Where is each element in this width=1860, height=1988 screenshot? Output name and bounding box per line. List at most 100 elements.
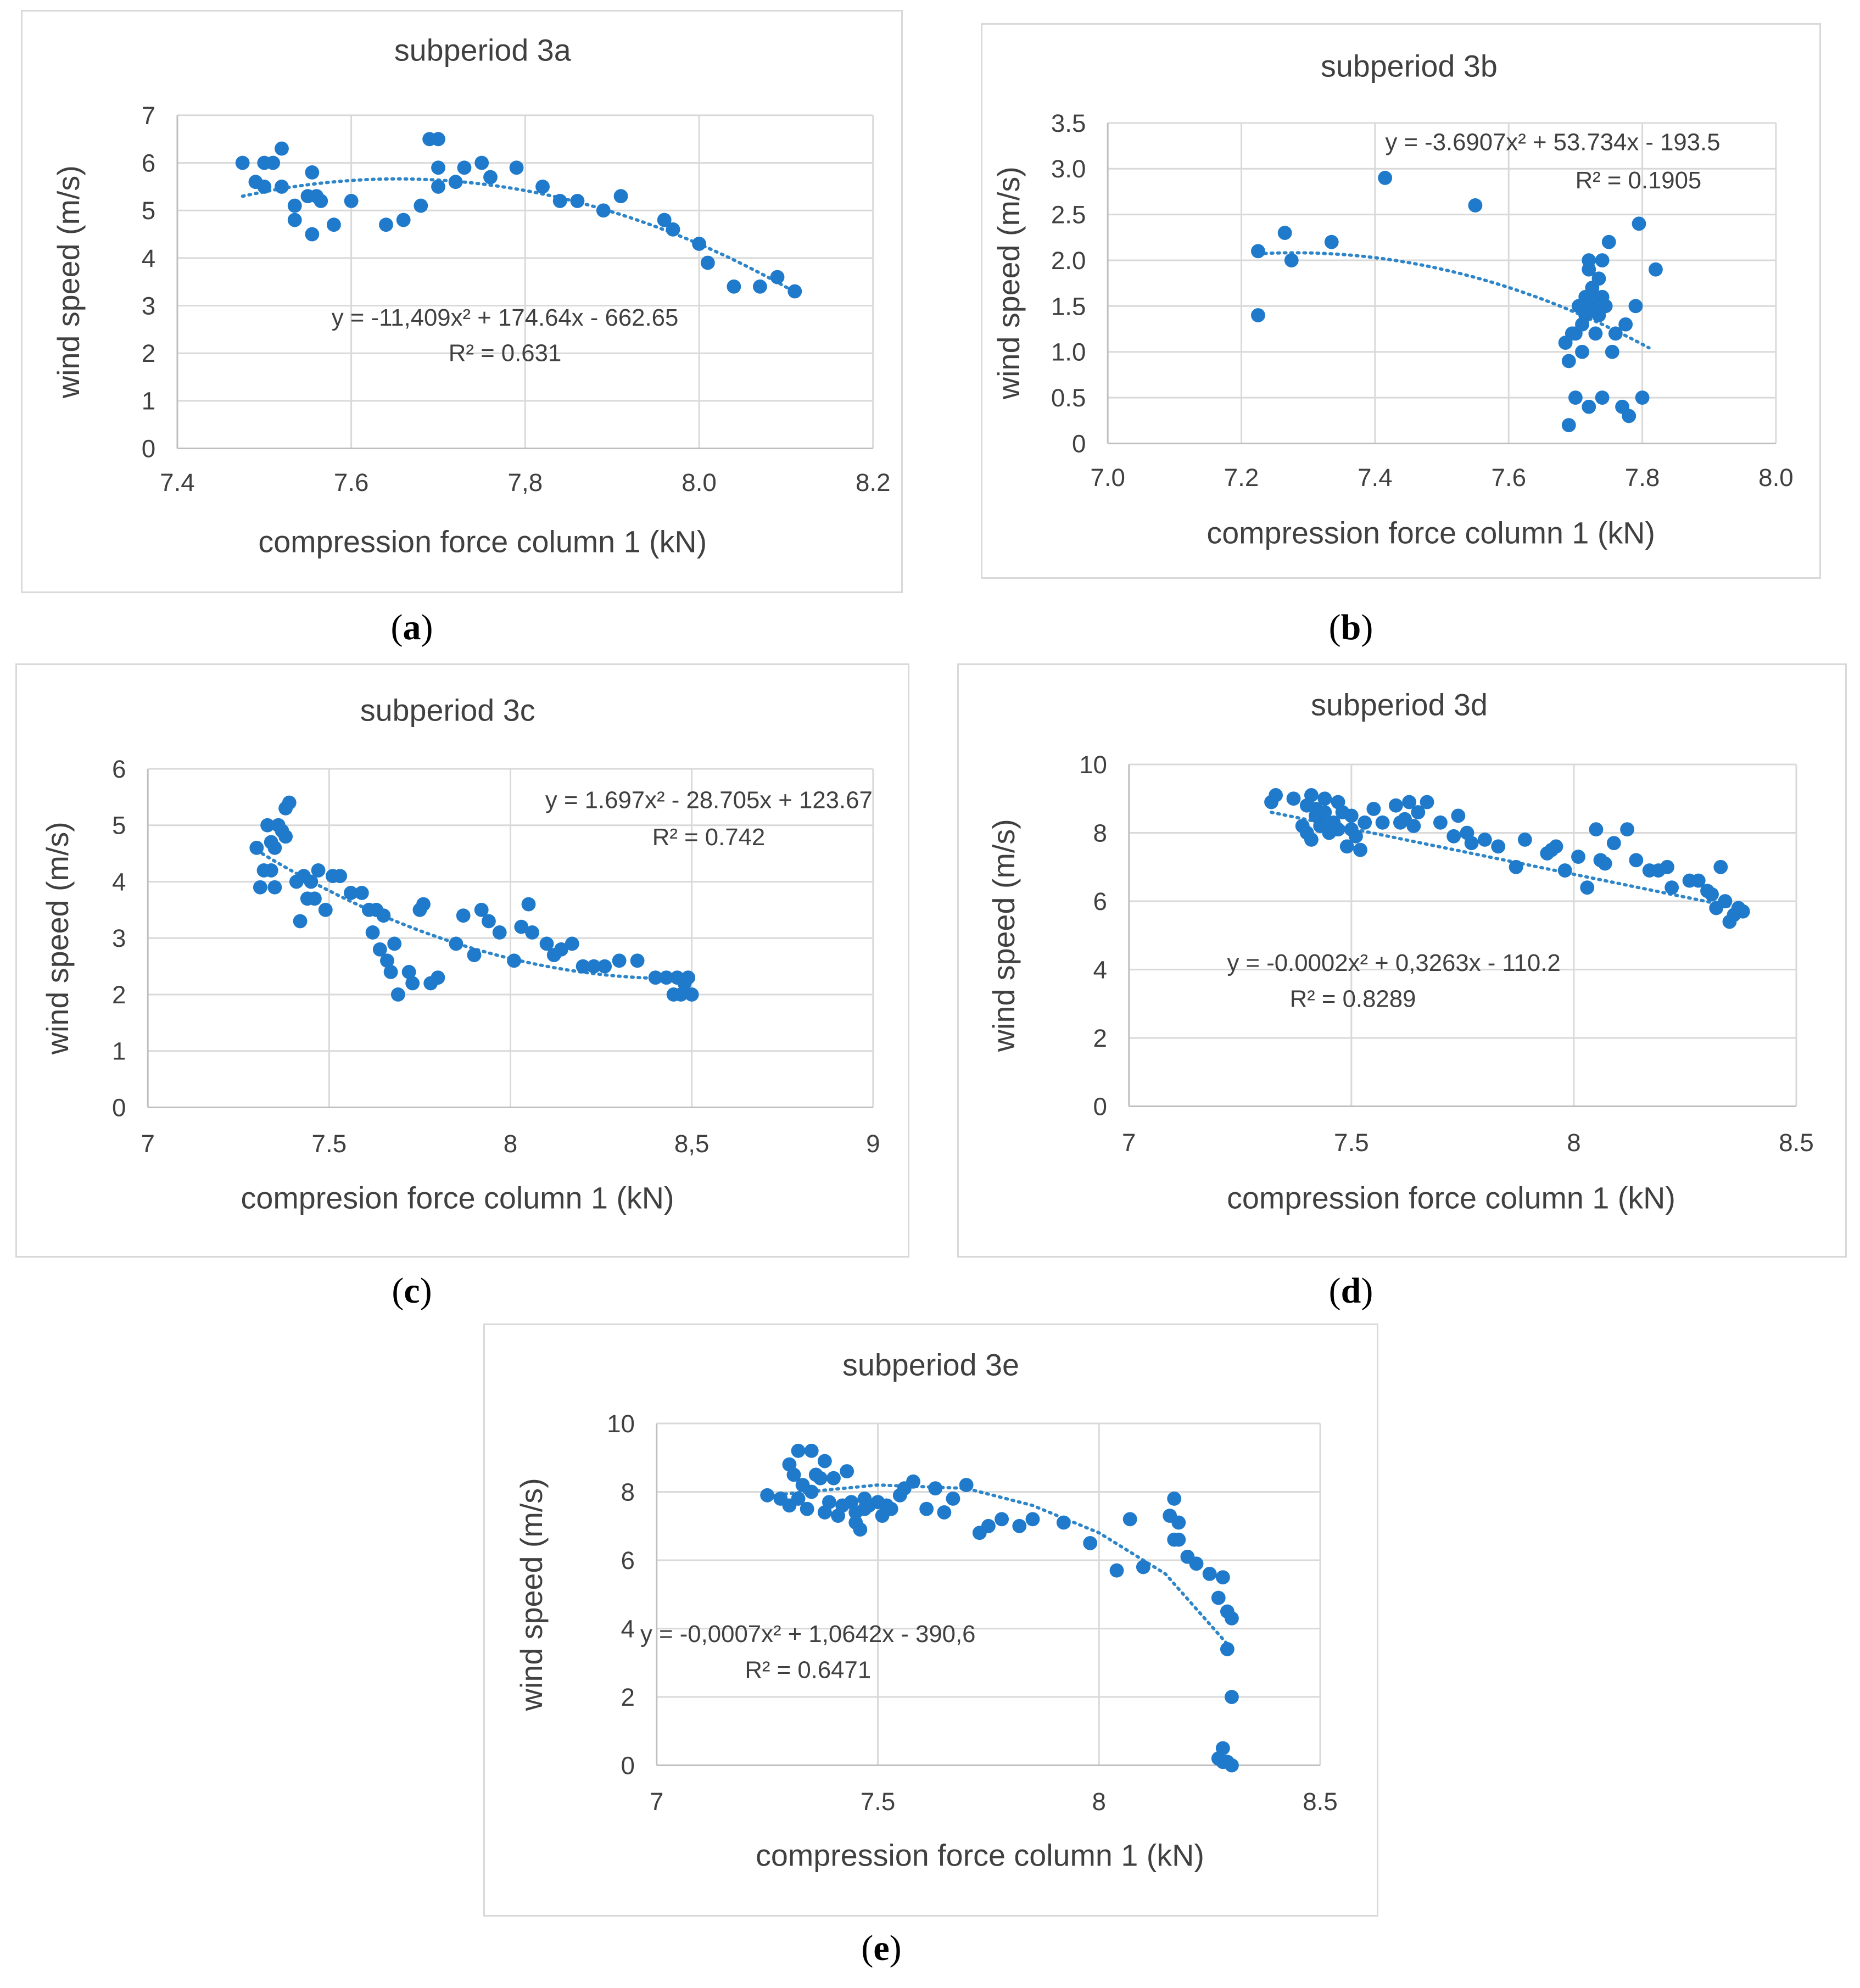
data-point bbox=[597, 959, 612, 974]
data-point bbox=[1083, 1535, 1098, 1550]
data-point bbox=[840, 1464, 854, 1479]
data-point bbox=[727, 279, 741, 294]
y-tick-label: 3.0 bbox=[1051, 155, 1086, 183]
data-point bbox=[1575, 344, 1589, 359]
data-point bbox=[587, 959, 601, 974]
data-point bbox=[1025, 1512, 1040, 1527]
x-tick-label: 8.2 bbox=[856, 468, 891, 496]
y-tick-label: 8 bbox=[621, 1478, 635, 1506]
data-point bbox=[791, 1492, 806, 1506]
data-point bbox=[1618, 317, 1633, 332]
trendline-equation: y = -0.0002x² + 0,3263x - 110.2 bbox=[1227, 950, 1560, 976]
data-point bbox=[1225, 1611, 1239, 1626]
data-point bbox=[659, 970, 674, 985]
data-point bbox=[1433, 815, 1448, 830]
data-point bbox=[1598, 856, 1612, 871]
data-point bbox=[752, 279, 767, 294]
caption-b: (b) bbox=[1328, 607, 1373, 647]
y-tick-label: 6 bbox=[1093, 887, 1107, 915]
data-point bbox=[1277, 226, 1292, 240]
x-tick-label: 7.4 bbox=[160, 468, 195, 496]
data-point bbox=[906, 1474, 920, 1489]
x-tick-label: 8 bbox=[1567, 1129, 1580, 1157]
data-point bbox=[1211, 1590, 1226, 1605]
y-tick-label: 2.5 bbox=[1051, 201, 1086, 229]
data-point bbox=[1225, 1758, 1239, 1773]
x-axis-label: compression force column 1 (kN) bbox=[756, 1839, 1204, 1873]
y-tick-label: 4 bbox=[112, 868, 126, 896]
data-point bbox=[1284, 253, 1299, 267]
trendline bbox=[770, 1483, 1233, 1651]
data-point bbox=[474, 902, 489, 917]
data-point bbox=[1304, 788, 1319, 802]
y-tick-label: 1 bbox=[112, 1037, 126, 1065]
data-point bbox=[1629, 853, 1644, 868]
data-point bbox=[287, 213, 302, 227]
data-point bbox=[287, 198, 302, 213]
data-point bbox=[1468, 198, 1483, 213]
data-point bbox=[1375, 815, 1390, 830]
data-point bbox=[630, 953, 645, 968]
data-point bbox=[431, 160, 445, 175]
y-tick-label: 4 bbox=[621, 1615, 635, 1643]
data-point bbox=[509, 160, 524, 175]
data-point bbox=[266, 155, 281, 170]
data-point bbox=[804, 1484, 819, 1499]
data-point bbox=[1225, 1690, 1239, 1704]
data-point bbox=[507, 953, 522, 968]
data-point bbox=[344, 194, 359, 208]
y-tick-label: 4 bbox=[1093, 956, 1107, 984]
chart-panel-d: subperiod 3d 0 2 4 6 8 10 7 7.5 8 8.5 compression f… bbox=[957, 663, 1847, 1258]
data-point bbox=[1660, 859, 1674, 874]
y-tick-label: 10 bbox=[607, 1410, 635, 1438]
x-tick-label: 7.5 bbox=[1334, 1129, 1369, 1157]
data-point bbox=[275, 141, 289, 156]
y-axis-label: wind speed (m/s) bbox=[41, 822, 75, 1055]
data-point bbox=[1202, 1566, 1217, 1581]
data-point bbox=[365, 925, 380, 940]
chart-b: subperiod 3b 0 0.5 1.0 1.5 2.0 2.5 3.0 3.5 7.0 7.2… bbox=[992, 49, 1794, 550]
data-point bbox=[354, 886, 369, 900]
data-point bbox=[1317, 805, 1332, 820]
x-tick-label: 9 bbox=[866, 1130, 880, 1158]
x-tick-label: 7.0 bbox=[1090, 464, 1125, 492]
data-point bbox=[1605, 344, 1619, 359]
data-point bbox=[981, 1518, 996, 1533]
x-tick-label: 8 bbox=[504, 1130, 517, 1158]
data-point bbox=[257, 179, 272, 194]
data-point bbox=[1649, 262, 1663, 277]
data-point bbox=[318, 902, 333, 917]
data-point bbox=[1571, 850, 1585, 864]
data-point bbox=[1561, 418, 1576, 433]
y-tick-label: 0.5 bbox=[1051, 384, 1086, 412]
data-point bbox=[235, 155, 250, 170]
trendline-equation: y = -11,409x² + 174.64x - 662.65 bbox=[332, 304, 679, 331]
data-point bbox=[1331, 822, 1345, 837]
data-point bbox=[919, 1501, 934, 1516]
data-point bbox=[684, 987, 699, 1002]
caption-e: (e) bbox=[861, 1928, 902, 1968]
chart-panel-b: subperiod 3b 0 0.5 1.0 1.5 2.0 2.5 3.0 3.5 7.0 7.2… bbox=[981, 23, 1821, 579]
chart-e: subperiod 3e 0 2 4 6 8 10 7 7.5 8 8.5 compression f… bbox=[515, 1348, 1338, 1873]
data-point bbox=[1378, 171, 1393, 185]
chart-panel-c: subperiod 3c 0 1 2 3 4 5 6 7 7.5 8 8,5 9 compresion f… bbox=[15, 663, 909, 1258]
chart-c: subperiod 3c 0 1 2 3 4 5 6 7 7.5 8 8,5 9 compresion f… bbox=[41, 693, 880, 1215]
data-point bbox=[817, 1454, 832, 1468]
data-point bbox=[376, 908, 391, 923]
data-point bbox=[275, 179, 289, 194]
data-point bbox=[1251, 308, 1265, 322]
data-point bbox=[467, 948, 482, 962]
data-point bbox=[822, 1495, 836, 1510]
data-point bbox=[1451, 808, 1466, 823]
data-point bbox=[267, 880, 282, 895]
y-tick-label: 3 bbox=[112, 924, 126, 952]
x-tick-label: 8.5 bbox=[1779, 1129, 1814, 1157]
data-point bbox=[1582, 399, 1596, 414]
data-point bbox=[1171, 1515, 1186, 1530]
y-tick-label: 2 bbox=[112, 981, 126, 1009]
r-squared-label: R² = 0.1905 bbox=[1576, 167, 1702, 194]
y-tick-label: 1.0 bbox=[1051, 338, 1086, 366]
caption-d: (d) bbox=[1328, 1271, 1373, 1311]
chart-title: subperiod 3b bbox=[1321, 49, 1498, 83]
data-point bbox=[826, 1471, 841, 1486]
